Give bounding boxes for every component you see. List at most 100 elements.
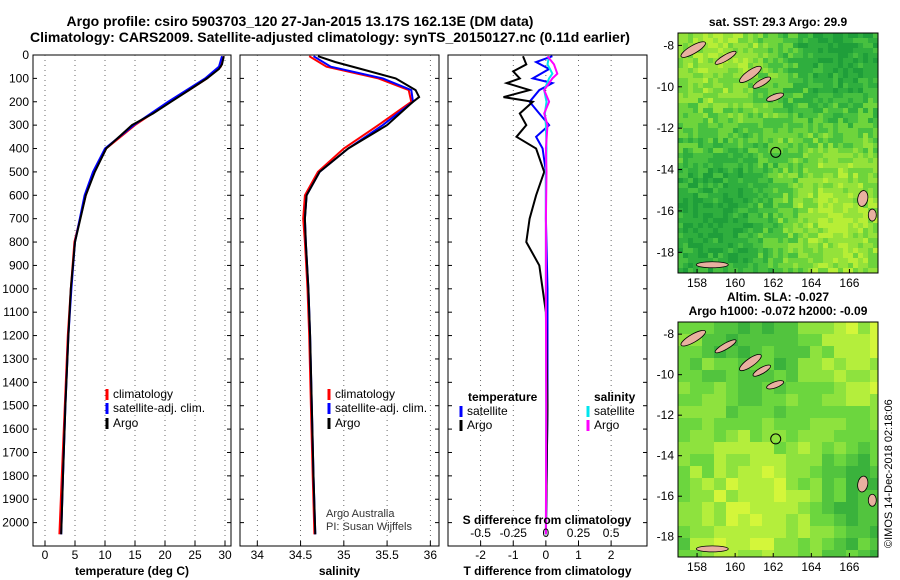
sla-map-cell [702,490,715,503]
sst-map-cell [763,53,769,59]
sst-map-cell [718,203,724,209]
sst-map-cell [783,123,789,129]
sst-map-cell [688,188,694,194]
sst-map-cell [753,208,759,214]
sst-map-cell [693,83,699,89]
sla-map-cell [786,502,799,515]
sst-map-cell [818,183,824,189]
sst-map-cell [733,263,739,269]
sst-map-cell [703,38,709,44]
sla-map-xtick-label: 166 [839,560,859,574]
sla-map-cell [750,502,763,515]
sst-map-cell [828,228,834,234]
sst-map-cell [793,63,799,69]
sst-map-cell [753,188,759,194]
sst-map-cell [728,63,734,69]
sst-map-cell [833,248,839,254]
sst-map-cell [858,263,864,269]
sst-map-cell [723,88,729,94]
sst-map-cell [778,243,784,249]
sst-map-cell [818,38,824,44]
sst-map-cell [833,98,839,104]
sla-map-cell [726,466,739,479]
sst-map-cell [793,33,799,39]
sst-map-cell [813,43,819,49]
sst-map-cell [783,168,789,174]
sst-map-cell [788,78,794,84]
sst-map-cell [698,78,704,84]
sst-map-cell [853,268,859,273]
sla-map-cell [762,490,775,503]
salinity-xtick-label: 36 [424,548,438,562]
sst-map-cell [743,183,749,189]
sst-map-cell [863,48,869,54]
sst-map-cell [808,38,814,44]
sla-map-cell [846,490,859,503]
sla-map-cell [738,490,751,503]
sst-map-cell [718,163,724,169]
sst-map-cell [683,248,689,254]
sla-map-cell [858,406,871,419]
sla-map-cell [870,382,878,395]
sst-map-cell [683,223,689,229]
sst-map-cell [738,153,744,159]
sst-map-cell [763,38,769,44]
sst-map-cell [753,43,759,49]
sst-map-cell [843,228,849,234]
sst-map-cell [728,253,734,259]
sst-map-cell [738,183,744,189]
sla-map-cell [690,514,703,527]
sla-map-cell [810,466,823,479]
sst-map-cell [758,183,764,189]
sla-map-cell [822,334,835,347]
sst-map-cell [848,128,854,134]
sst-map-cell [778,198,784,204]
sst-map-cell [823,243,829,249]
sla-map-cell [678,526,691,539]
sst-map-cell [728,168,734,174]
sla-map-cell [858,382,871,395]
sst-map-cell [823,68,829,74]
sst-map-cell [803,178,809,184]
sst-map-cell [828,253,834,259]
sst-map-cell [848,108,854,114]
sla-map-cell [690,550,703,557]
sst-map-cell [783,103,789,109]
sst-map-cell [738,113,744,119]
sst-map-cell [758,243,764,249]
sla-map-cell [834,406,847,419]
sla-map-cell [822,346,835,359]
sst-map-cell [843,188,849,194]
sst-map-cell [693,68,699,74]
sst-map-cell [823,168,829,174]
sst-map-cell [833,118,839,124]
sst-map-cell [678,148,684,154]
sst-map-cell [678,98,684,104]
sst-map-cell [813,68,819,74]
sst-map-cell [843,63,849,69]
sla-map-cell [786,442,799,455]
sst-map-cell [808,133,814,139]
sla-map-cell [822,526,835,539]
sst-map-cell [773,103,779,109]
sla-map-cell [798,550,811,557]
sst-map-cell [698,33,704,39]
depth-tick-label: 0 [22,48,29,62]
sst-map-cell [678,238,684,244]
sla-map-cell [690,466,703,479]
sst-map-cell [798,268,804,273]
sst-map-cell [698,243,704,249]
sst-map-cell [843,93,849,99]
sst-map-cell [843,213,849,219]
sla-map-cell [798,466,811,479]
sst-map-cell [833,53,839,59]
sla-map-cell [786,334,799,347]
sst-map-cell [818,223,824,229]
sst-map-cell [708,113,714,119]
depth-tick-label: 400 [9,142,29,156]
sst-map-cell [733,88,739,94]
sla-map-cell [762,502,775,515]
sst-map-cell [693,103,699,109]
sst-map-cell [743,223,749,229]
sst-map-cell [798,123,804,129]
